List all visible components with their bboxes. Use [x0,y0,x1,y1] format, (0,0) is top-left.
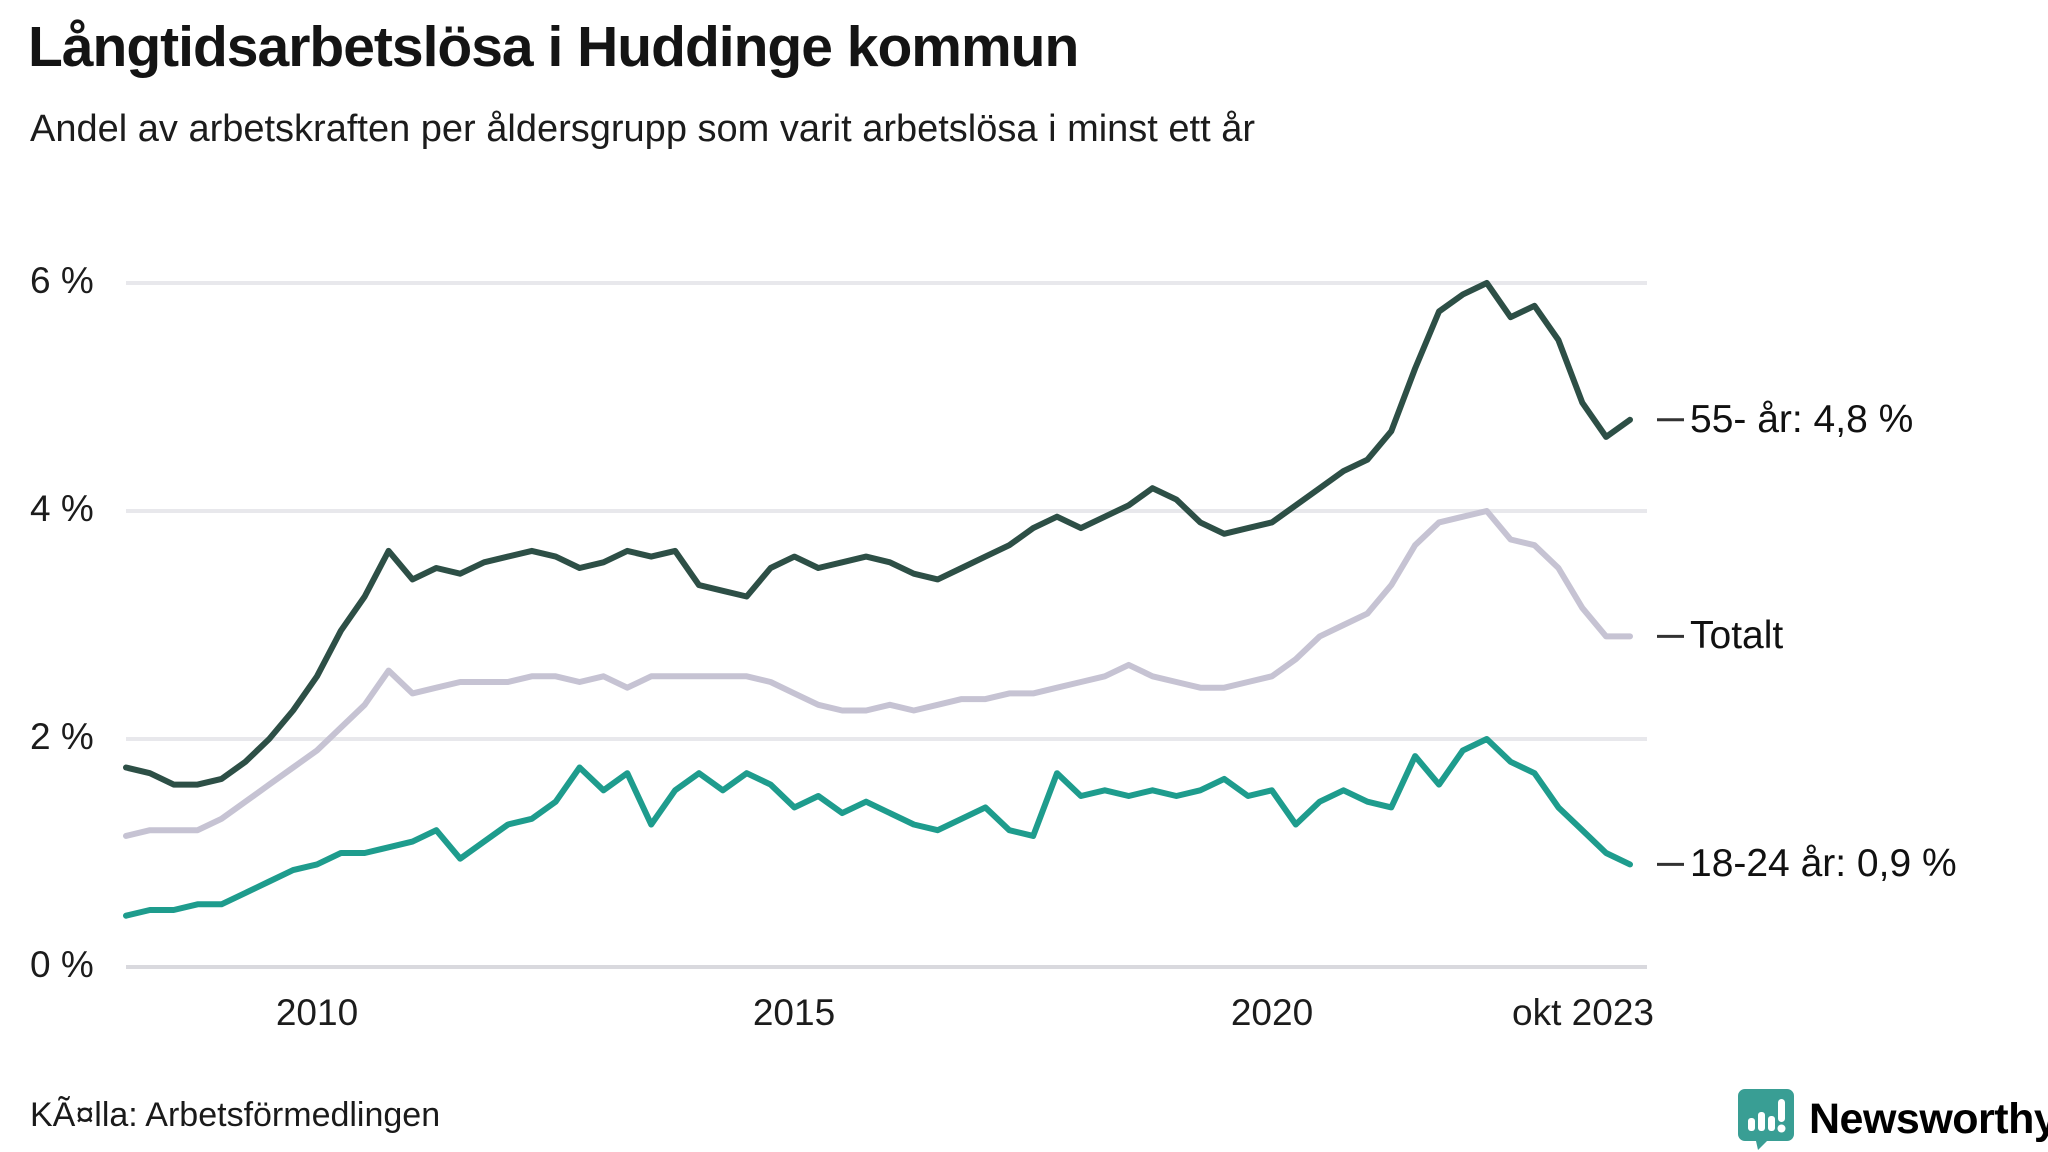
x-axis-tick-okt-2023: okt 2023 [1512,992,1654,1033]
y-axis-tick-4: 4 % [30,488,94,529]
y-axis-tick-2: 2 % [30,716,94,757]
newsworthy-logo: Newsworthy [1737,1088,2048,1150]
series-line-55--år [123,280,1633,788]
y-axis-tick-0: 0 % [30,944,94,985]
series-label-55-plus: 55- år: 4,8 % [1690,398,1914,441]
y-axis-tick-6: 6 % [30,260,94,301]
x-axis-tick-2010: 2010 [275,992,359,1033]
newsworthy-logo-text: Newsworthy [1809,1094,2048,1143]
series-label-18-24: 18-24 år: 0,9 % [1690,842,1957,885]
x-axis-tick-2020: 2020 [1230,992,1314,1033]
page-title: Långtidsarbetslösa i Huddinge kommun [28,15,1079,79]
source-caption: KÃ¤lla: Arbetsförmedlingen [30,1096,441,1134]
series-line-Totalt [123,508,1633,839]
series-label-totalt: Totalt [1690,614,1784,657]
chart-subtitle: Andel av arbetskraften per åldersgrupp s… [30,108,1256,150]
series-line-18-24-år [123,736,1633,919]
x-axis-tick-2015: 2015 [752,992,836,1033]
newsworthy-logo-icon [1737,1088,1795,1150]
